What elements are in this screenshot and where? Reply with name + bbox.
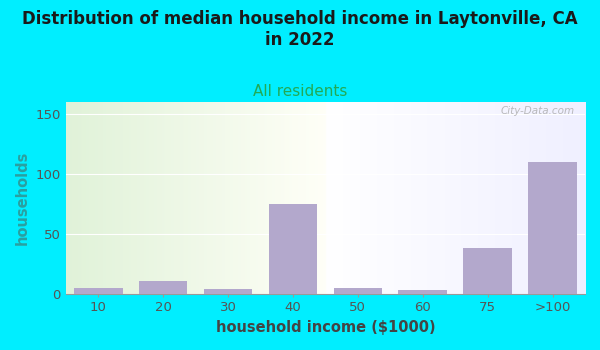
Y-axis label: households: households <box>15 151 30 245</box>
Bar <box>139 281 187 294</box>
Bar <box>204 289 253 294</box>
Text: All residents: All residents <box>253 84 347 99</box>
Bar <box>463 248 512 294</box>
Bar <box>74 288 122 294</box>
Text: Distribution of median household income in Laytonville, CA
in 2022: Distribution of median household income … <box>22 10 578 49</box>
Bar <box>269 204 317 294</box>
Bar <box>334 288 382 294</box>
Bar <box>528 162 577 294</box>
Text: City-Data.com: City-Data.com <box>500 106 575 116</box>
Bar <box>398 290 447 294</box>
X-axis label: household income ($1000): household income ($1000) <box>215 320 435 335</box>
